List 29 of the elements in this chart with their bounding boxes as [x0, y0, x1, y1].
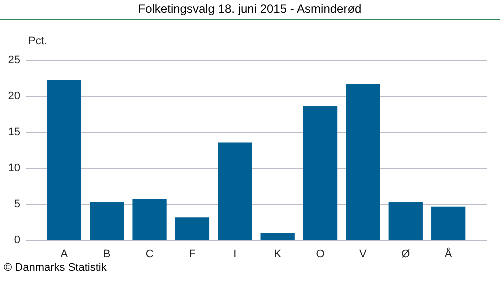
y-tick-label: 20 [8, 90, 20, 102]
x-tick-label: F [189, 248, 196, 260]
bar [90, 202, 124, 240]
bar [175, 218, 210, 240]
bar [432, 206, 466, 240]
y-tick-label: 0 [14, 234, 20, 246]
x-tick-label: B [103, 248, 111, 260]
bar [303, 106, 338, 240]
x-tick-label: O [316, 248, 326, 260]
x-tick-label: Ø [402, 248, 411, 260]
bar [260, 234, 295, 240]
bar [346, 84, 380, 240]
y-tick-label: 15 [8, 126, 20, 138]
x-tick-label: A [60, 248, 69, 260]
x-tick-label: Å [444, 248, 453, 260]
chart-title: Folketingsvalg 18. juni 2015 - Asminderød [0, 0, 500, 20]
bar [47, 80, 82, 240]
y-tick-label: 10 [8, 162, 20, 174]
bar [218, 142, 252, 240]
x-tick-label: C [146, 248, 154, 260]
y-tick-label: 25 [8, 54, 20, 66]
bar [388, 202, 423, 240]
bar [132, 198, 167, 240]
text: © Danmarks Statistik [4, 262, 107, 274]
y-tick-label: 5 [14, 198, 20, 210]
x-tick-label: K [274, 248, 282, 260]
y-axis-title: Pct. [28, 36, 48, 48]
x-tick-label: I [234, 248, 237, 260]
x-tick-label: V [360, 248, 368, 260]
